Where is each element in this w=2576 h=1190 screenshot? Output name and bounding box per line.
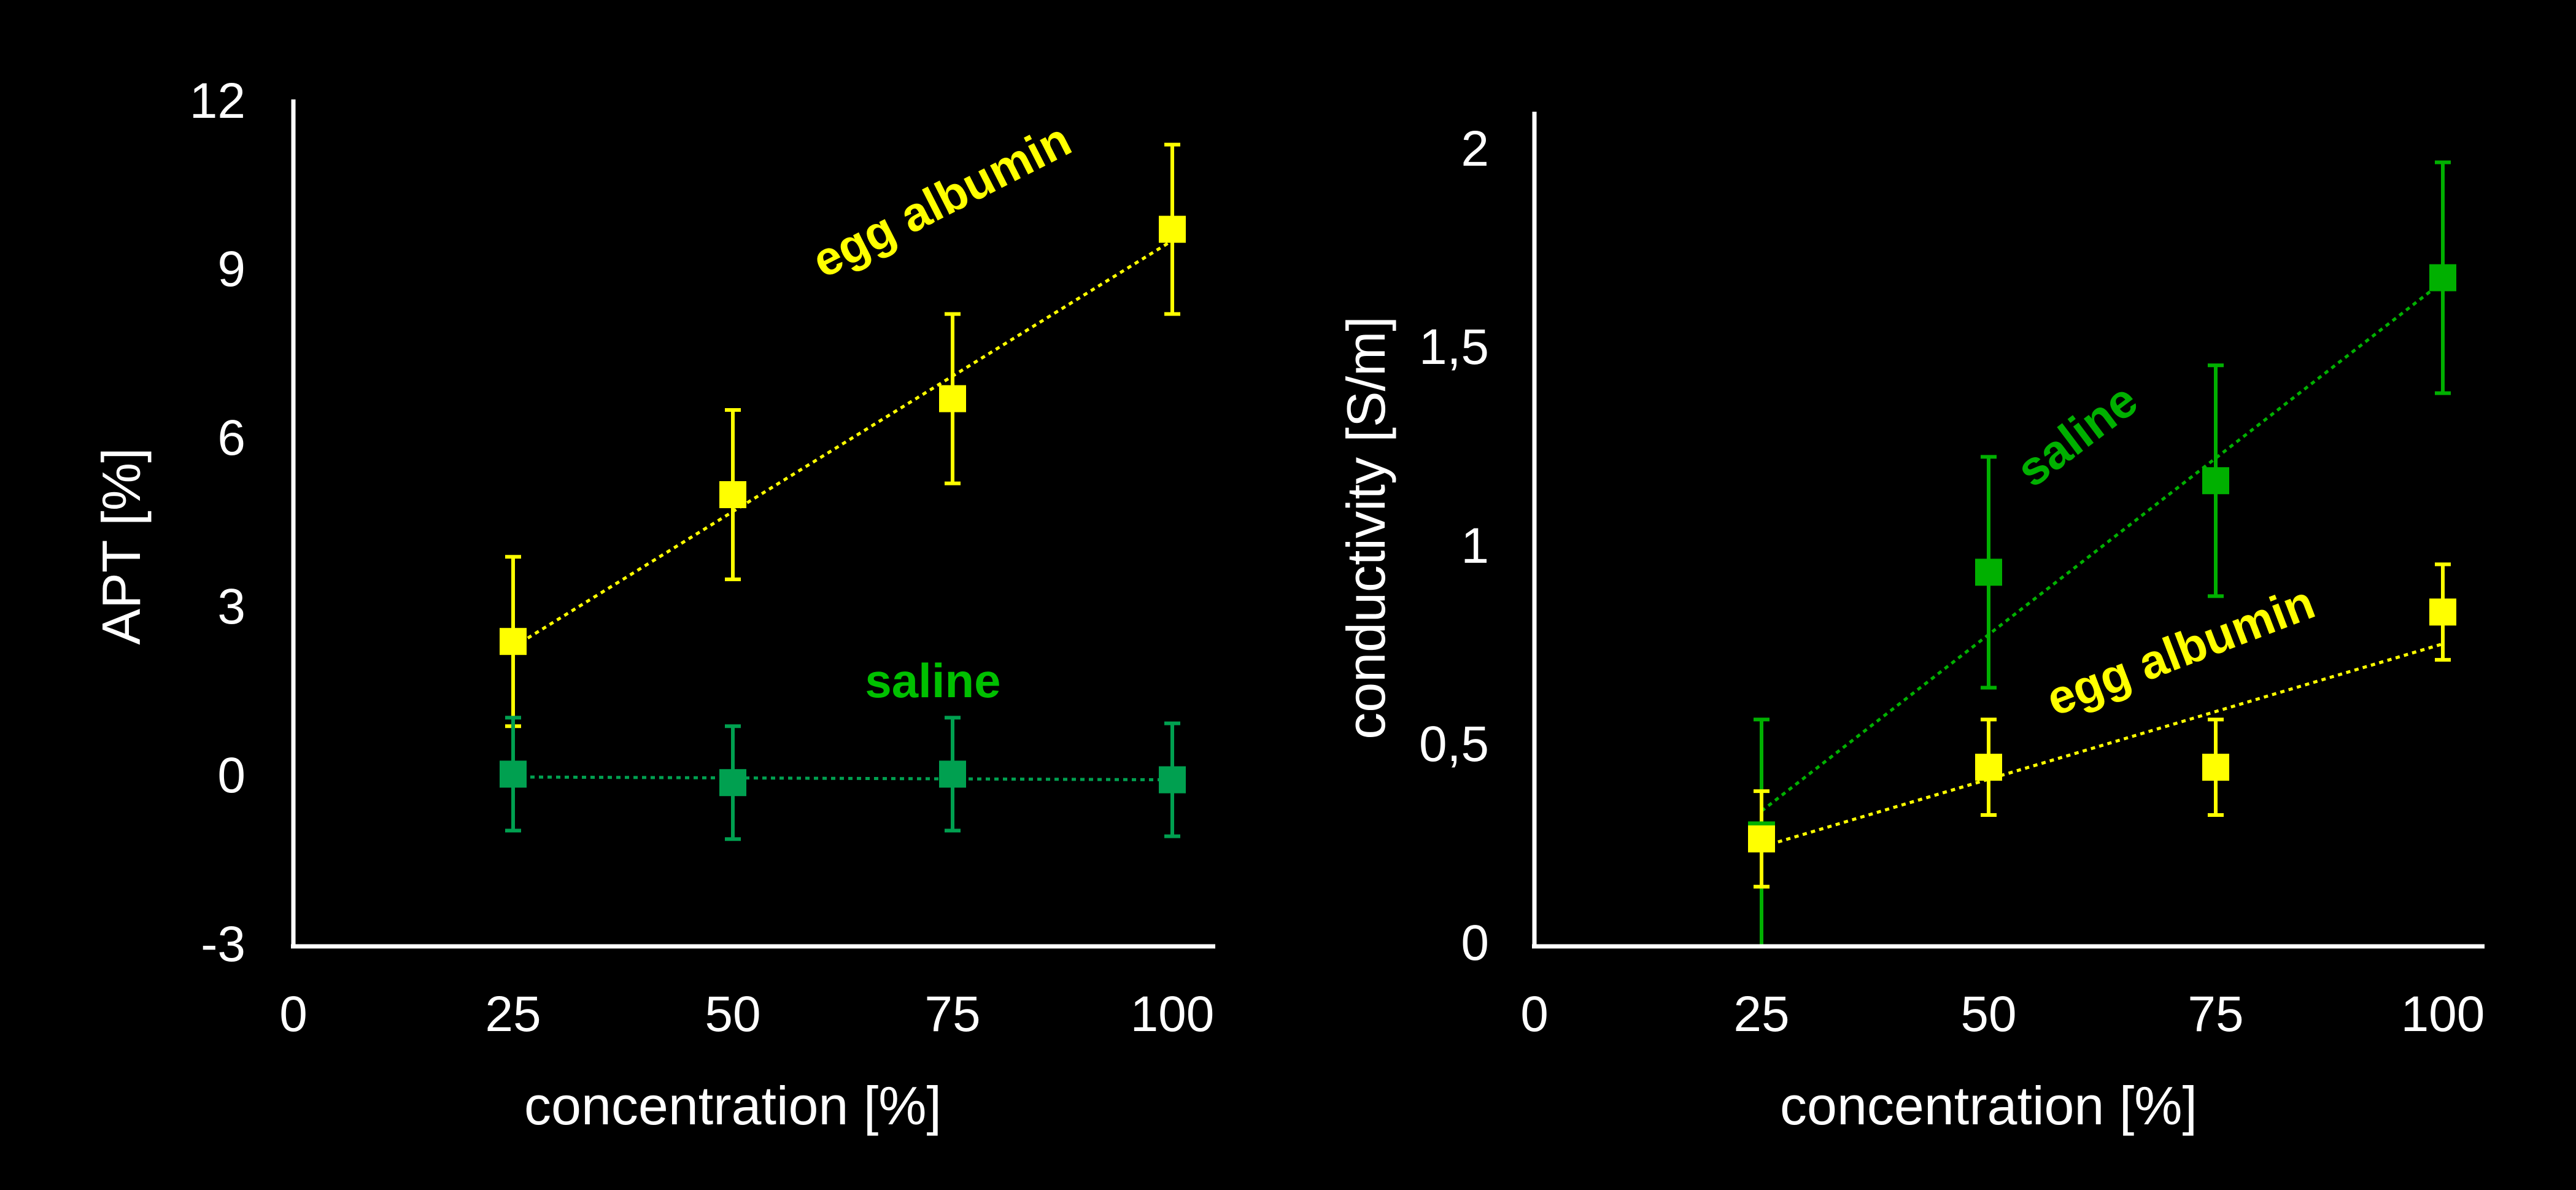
- conductivity-y-axis-label: conductivity [S/m]: [1336, 316, 1396, 740]
- conductivity-y-tick: 1: [1461, 518, 1489, 574]
- apt-chart: 12 9 6 3 0 -3 0 25 50 75 100 concentrati…: [91, 73, 1215, 1136]
- apt-y-tick: 3: [217, 579, 246, 635]
- conductivity-saline-trendline: [1760, 280, 2444, 813]
- conductivity-x-axis-label: concentration [%]: [1780, 1075, 2197, 1136]
- apt-egg-albumin-point: [939, 385, 966, 412]
- conductivity-marks: [1748, 160, 2456, 948]
- apt-y-tick: 6: [217, 410, 246, 466]
- conductivity-x-tick: 0: [1520, 986, 1549, 1042]
- apt-saline-point: [1159, 766, 1186, 794]
- apt-x-axis-label: concentration [%]: [524, 1075, 942, 1136]
- apt-egg-albumin-point: [1159, 215, 1186, 243]
- conductivity-y-ticks: 2 1,5 1 0,5 0: [1419, 121, 1489, 971]
- apt-y-axis-label: APT [%]: [91, 447, 152, 644]
- conductivity-saline-point: [2429, 264, 2456, 292]
- conductivity-y-tick: 2: [1461, 121, 1489, 177]
- conductivity-x-tick: 100: [2401, 986, 2485, 1042]
- conductivity-egg-albumin-point: [2429, 598, 2456, 626]
- apt-egg-albumin-point: [500, 628, 527, 655]
- apt-saline-point: [719, 769, 746, 797]
- apt-annotation-saline: saline: [865, 654, 1000, 708]
- conductivity-y-tick: 0: [1461, 915, 1489, 971]
- apt-annotation-egg-albumin: egg albumin: [803, 112, 1079, 288]
- apt-x-tick: 100: [1131, 986, 1215, 1042]
- conductivity-saline-point: [2202, 467, 2229, 495]
- apt-saline-point: [939, 760, 966, 788]
- apt-x-tick: 75: [924, 986, 980, 1042]
- conductivity-saline-point: [1975, 558, 2002, 586]
- conductivity-y-tick: 1,5: [1419, 319, 1489, 375]
- apt-x-ticks: 0 25 50 75 100: [279, 986, 1214, 1042]
- apt-x-tick: 0: [279, 986, 307, 1042]
- conductivity-x-ticks: 0 25 50 75 100: [1520, 986, 2485, 1042]
- conductivity-chart: 2 1,5 1 0,5 0 0 25 50 75 100 concentrati…: [1336, 112, 2485, 1136]
- conductivity-x-tick: 75: [2187, 986, 2243, 1042]
- conductivity-y-tick: 0,5: [1419, 716, 1489, 772]
- conductivity-x-tick: 25: [1733, 986, 1789, 1042]
- apt-saline-trendline: [512, 775, 1173, 782]
- apt-y-tick: 9: [217, 241, 246, 297]
- apt-y-tick: 0: [217, 748, 246, 803]
- apt-x-tick: 50: [705, 986, 760, 1042]
- apt-saline-point: [500, 760, 527, 788]
- apt-marks: [500, 142, 1186, 841]
- apt-y-tick: -3: [201, 916, 246, 972]
- apt-x-tick: 25: [485, 986, 541, 1042]
- conductivity-egg-albumin-point: [1748, 825, 1775, 852]
- apt-egg-albumin-point: [719, 481, 746, 508]
- conductivity-annotation-egg-albumin: egg albumin: [2039, 574, 2321, 726]
- apt-y-tick: 12: [190, 73, 246, 129]
- conductivity-egg-albumin-trendline: [1761, 642, 2443, 849]
- apt-y-ticks: 12 9 6 3 0 -3: [190, 73, 246, 972]
- conductivity-egg-albumin-point: [2202, 754, 2229, 781]
- apt-egg-albumin-trendline: [512, 239, 1174, 649]
- conductivity-x-tick: 50: [1960, 986, 2016, 1042]
- conductivity-egg-albumin-point: [1975, 754, 2002, 781]
- conductivity-annotation-saline: saline: [2006, 373, 2148, 497]
